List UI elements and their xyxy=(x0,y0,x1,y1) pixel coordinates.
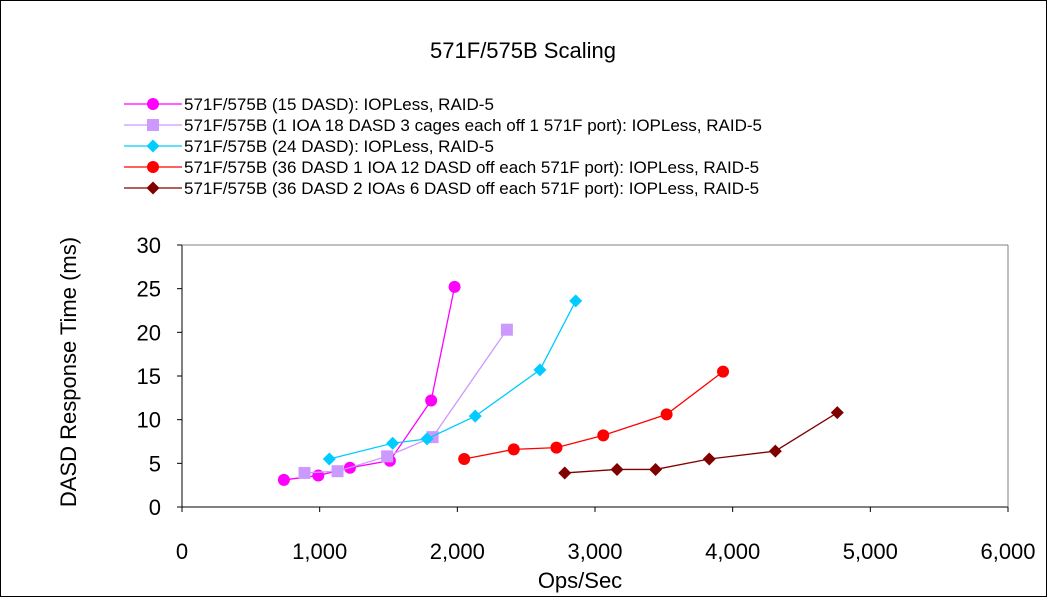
data-point xyxy=(458,452,471,465)
legend: 571F/575B (15 DASD): IOPLess, RAID-5 571F… xyxy=(124,95,762,198)
y-axis-ticks: 0 5 10 15 20 25 30 xyxy=(137,233,182,520)
data-point xyxy=(507,443,520,456)
data-point xyxy=(569,294,583,308)
series-2 xyxy=(298,323,513,479)
data-point xyxy=(649,462,663,476)
series-5 xyxy=(558,406,844,480)
data-point xyxy=(702,452,716,466)
x-tick-label: 3,000 xyxy=(567,539,622,564)
series-layer xyxy=(277,280,844,486)
x-tick-label: 0 xyxy=(176,539,188,564)
legend-label: 571F/575B (36 DASD 2 IOAs 6 DASD off eac… xyxy=(184,179,759,198)
x-tick-label: 6,000 xyxy=(980,539,1035,564)
data-point xyxy=(597,429,610,442)
series-line xyxy=(464,371,724,460)
data-point xyxy=(610,462,624,476)
legend-item: 571F/575B (24 DASD): IOPLess, RAID-5 xyxy=(124,137,494,156)
data-point xyxy=(660,408,673,421)
data-point xyxy=(277,473,290,486)
data-point xyxy=(468,409,482,423)
x-tick-label: 1,000 xyxy=(292,539,347,564)
data-point xyxy=(533,363,547,377)
legend-marker xyxy=(147,119,159,131)
series-line xyxy=(304,329,508,474)
data-point xyxy=(500,323,513,336)
data-point xyxy=(420,432,434,446)
x-tick-label: 2,000 xyxy=(430,539,485,564)
y-tick-label: 20 xyxy=(137,320,161,345)
data-point xyxy=(558,466,572,480)
legend-label: 571F/575B (24 DASD): IOPLess, RAID-5 xyxy=(184,137,494,156)
legend-marker xyxy=(147,98,159,110)
series-3 xyxy=(322,294,583,466)
y-tick-label: 5 xyxy=(149,451,161,476)
data-point xyxy=(448,280,461,293)
legend-item: 571F/575B (36 DASD 1 IOA 12 DASD off eac… xyxy=(124,158,759,177)
series-line xyxy=(564,412,838,474)
data-point xyxy=(298,466,311,479)
x-axis-label: Ops/Sec xyxy=(538,568,622,593)
legend-marker xyxy=(146,139,160,153)
data-point xyxy=(322,452,336,466)
y-tick-label: 25 xyxy=(137,277,161,302)
series-line xyxy=(283,286,456,481)
x-tick-label: 4,000 xyxy=(705,539,760,564)
chart-title: 571F/575B Scaling xyxy=(430,38,616,63)
series-1 xyxy=(277,280,461,486)
data-point xyxy=(768,444,782,458)
y-tick-label: 30 xyxy=(137,233,161,258)
data-point xyxy=(425,394,438,407)
x-axis-ticks: 0 1,000 2,000 3,000 4,000 5,000 6,000 xyxy=(176,507,1036,564)
legend-label: 571F/575B (36 DASD 1 IOA 12 DASD off eac… xyxy=(184,158,759,177)
data-point xyxy=(331,465,344,478)
legend-label: 571F/575B (15 DASD): IOPLess, RAID-5 xyxy=(184,95,494,114)
series-line xyxy=(329,300,577,460)
data-point xyxy=(550,441,563,454)
legend-marker xyxy=(146,181,160,195)
y-tick-label: 10 xyxy=(137,408,161,433)
data-point xyxy=(386,436,400,450)
data-point xyxy=(381,450,394,463)
legend-label: 571F/575B (1 IOA 18 DASD 3 cages each of… xyxy=(184,116,762,135)
y-tick-label: 0 xyxy=(149,495,161,520)
legend-item: 571F/575B (15 DASD): IOPLess, RAID-5 xyxy=(124,95,494,114)
legend-item: 571F/575B (36 DASD 2 IOAs 6 DASD off eac… xyxy=(124,179,759,198)
legend-marker xyxy=(147,161,159,173)
data-point xyxy=(830,406,844,420)
y-tick-label: 15 xyxy=(137,364,161,389)
data-point xyxy=(717,365,730,378)
x-tick-label: 5,000 xyxy=(843,539,898,564)
y-axis-label: DASD Response Time (ms) xyxy=(56,237,81,507)
legend-item: 571F/575B (1 IOA 18 DASD 3 cages each of… xyxy=(124,116,762,135)
series-4 xyxy=(458,365,730,465)
